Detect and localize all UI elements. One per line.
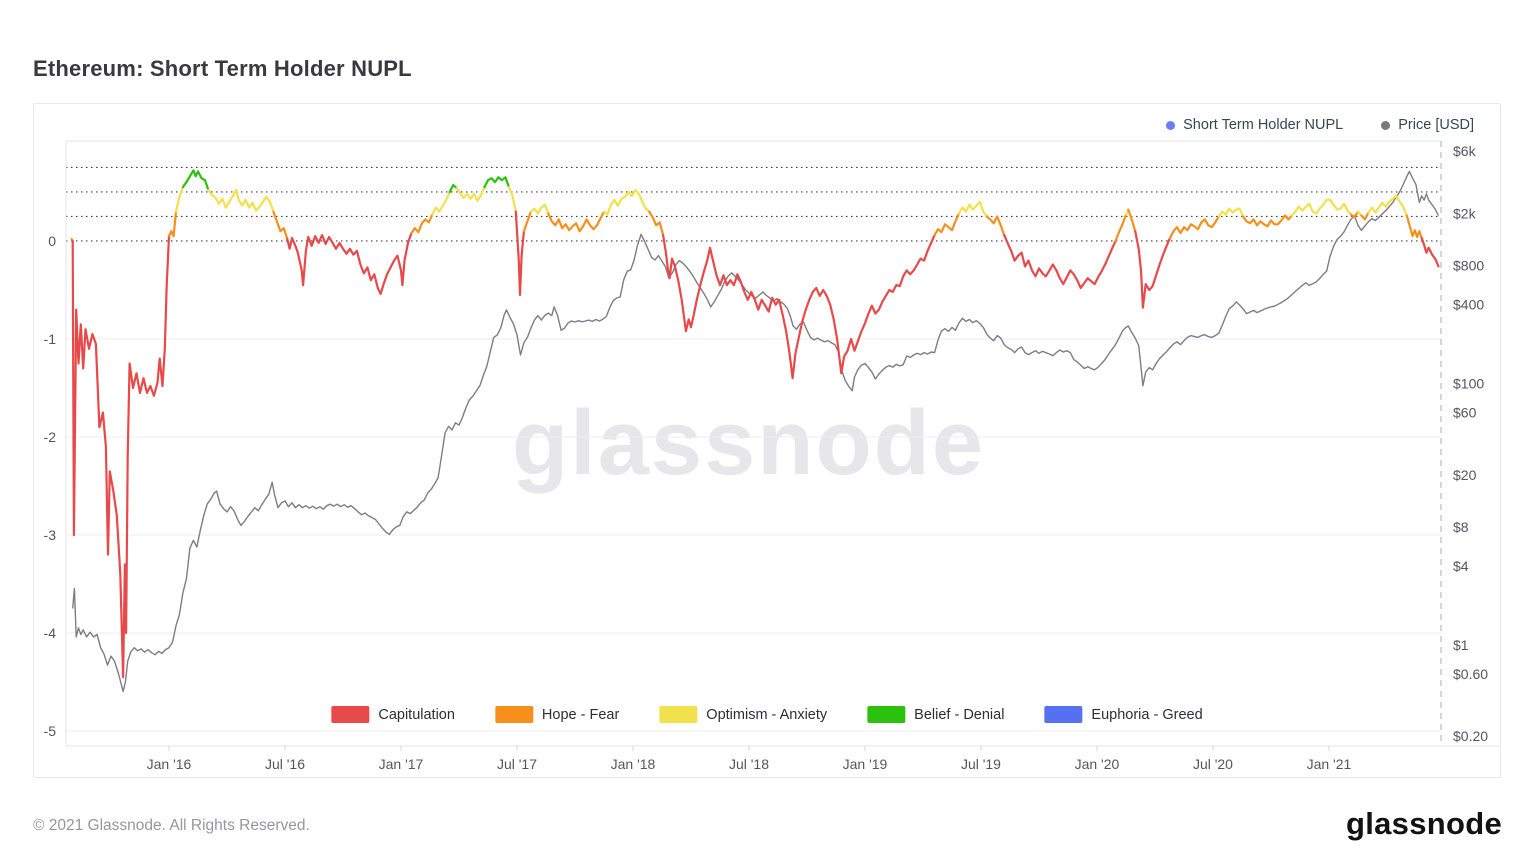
page-title: Ethereum: Short Term Holder NUPL	[33, 55, 412, 81]
nupl-line-segment	[1217, 207, 1245, 218]
right-axis-tick: $8	[1453, 519, 1469, 535]
nupl-line-segment	[1003, 234, 1117, 290]
right-axis-tick: $6k	[1453, 143, 1477, 159]
x-axis-tick: Jan '18	[611, 756, 656, 772]
nupl-line-segment	[1134, 230, 1172, 309]
series-legend-label: Short Term Holder NUPL	[1183, 117, 1344, 133]
band-legend-item-4: Euphoria - Greed	[1044, 706, 1203, 723]
nupl-line-segment	[661, 234, 936, 380]
nupl-line-segment	[410, 213, 434, 235]
nupl-line-segment	[602, 188, 651, 216]
right-axis-tick: $1	[1453, 637, 1469, 653]
nupl-line-segment	[648, 210, 665, 237]
nupl-line-segment	[455, 185, 486, 202]
band-swatch-icon	[867, 706, 906, 723]
band-swatch-icon	[494, 706, 533, 723]
nupl-line-segment	[957, 200, 988, 218]
nupl-line-segment	[522, 210, 532, 233]
left-axis-tick: 0	[48, 233, 56, 249]
nupl-line-segment	[933, 212, 961, 237]
left-axis-tick: -1	[44, 331, 57, 347]
nupl-line-segment	[1420, 236, 1440, 268]
band-legend-item-2: Optimism - Anxiety	[659, 706, 827, 723]
series-legend-item-0[interactable]: Short Term Holder NUPL	[1166, 117, 1343, 133]
x-axis-tick: Jan '19	[843, 756, 888, 772]
left-axis-tick: -3	[44, 527, 57, 543]
chart-card: Short Term Holder NUPL Price [USD] glassn…	[33, 103, 1501, 778]
x-axis-tick: Jul '18	[729, 756, 769, 772]
band-legend-label: Euphoria - Greed	[1091, 706, 1203, 723]
nupl-line-segment	[529, 203, 550, 215]
x-axis-tick: Jan '20	[1075, 756, 1120, 772]
nupl-line-segment	[174, 185, 184, 213]
nupl-line-segment	[985, 215, 1006, 237]
right-axis-tick: $0.20	[1453, 728, 1488, 744]
band-legend-item-1: Hope - Fear	[494, 706, 620, 723]
band-legend-label: Capitulation	[378, 706, 455, 723]
right-axis-tick: $100	[1453, 375, 1484, 391]
left-axis-tick: -2	[44, 429, 57, 445]
x-axis-tick: Jul '17	[497, 756, 537, 772]
nupl-line-segment	[547, 210, 606, 233]
band-swatch-icon	[1044, 706, 1083, 723]
legend-dot-icon	[1166, 120, 1176, 130]
band-legend-label: Optimism - Anxiety	[706, 706, 828, 723]
nupl-line-segment	[507, 185, 517, 213]
left-axis-tick: -5	[44, 723, 57, 739]
right-axis-tick: $4	[1453, 558, 1469, 574]
right-axis-tick: $60	[1453, 404, 1477, 420]
nupl-line-segment	[431, 190, 451, 216]
nupl-line-segment	[1114, 213, 1128, 243]
right-axis-tick: $800	[1453, 257, 1484, 273]
x-axis-tick: Jan '16	[147, 756, 192, 772]
glassnode-logo: glassnode	[1345, 806, 1502, 841]
nupl-line-segment	[448, 183, 458, 194]
nupl-line-segment	[483, 176, 510, 189]
nupl-line-segment	[1360, 211, 1370, 221]
nupl-line-segment	[1127, 208, 1137, 233]
x-axis-tick: Jan '17	[379, 756, 424, 772]
x-axis-tick: Jan '21	[1307, 756, 1352, 772]
right-axis-tick: $0.60	[1453, 666, 1488, 682]
nupl-line-segment	[71, 235, 171, 679]
nupl-line-segment	[181, 169, 210, 192]
x-axis-tick: Jul '20	[1193, 756, 1233, 772]
series-legend-label: Price [USD]	[1398, 117, 1474, 133]
nupl-line-segment	[514, 210, 525, 296]
band-swatch-icon	[659, 706, 698, 723]
x-axis-tick: Jul '16	[265, 756, 305, 772]
band-swatch-icon	[331, 706, 370, 723]
nupl-line-segment	[272, 210, 289, 241]
left-axis-tick: -4	[44, 625, 57, 641]
legend-dot-icon	[1381, 120, 1391, 130]
watermark: glassnode	[512, 392, 985, 494]
band-legend-item-0: Capitulation	[331, 706, 455, 723]
chart-plot-area[interactable]: glassnode 0 -1 -2 -3 -4 -5 $6k $2k $800 $400 $100 $6…	[34, 104, 1500, 777]
nupl-line-segment	[1168, 215, 1220, 240]
nupl-line-segment	[1290, 198, 1353, 217]
series-legend: Short Term Holder NUPL Price [USD]	[1166, 117, 1474, 133]
band-legend-item-3: Belief - Denial	[867, 706, 1004, 723]
band-legend: Capitulation Hope - Fear Optimism - Anxiet…	[331, 706, 1203, 723]
nupl-line-segment	[207, 188, 275, 213]
nupl-line-segment	[167, 210, 178, 238]
right-axis-tick: $400	[1453, 297, 1484, 313]
right-axis-tick: $2k	[1453, 205, 1477, 221]
nupl-line-segment	[1349, 210, 1360, 219]
right-axis-tick: $20	[1453, 467, 1477, 483]
nupl-line-segment	[1241, 214, 1293, 228]
series-legend-item-1[interactable]: Price [USD]	[1381, 117, 1474, 133]
copyright-text: © 2021 Glassnode. All Rights Reserved.	[33, 817, 310, 834]
band-legend-label: Hope - Fear	[541, 706, 620, 723]
nupl-line-segment	[1405, 214, 1423, 240]
nupl-line-segment	[1367, 194, 1408, 217]
x-axis-tick: Jul '19	[961, 756, 1001, 772]
nupl-line-segment	[286, 232, 413, 295]
band-legend-label: Belief - Denial	[914, 706, 1005, 723]
